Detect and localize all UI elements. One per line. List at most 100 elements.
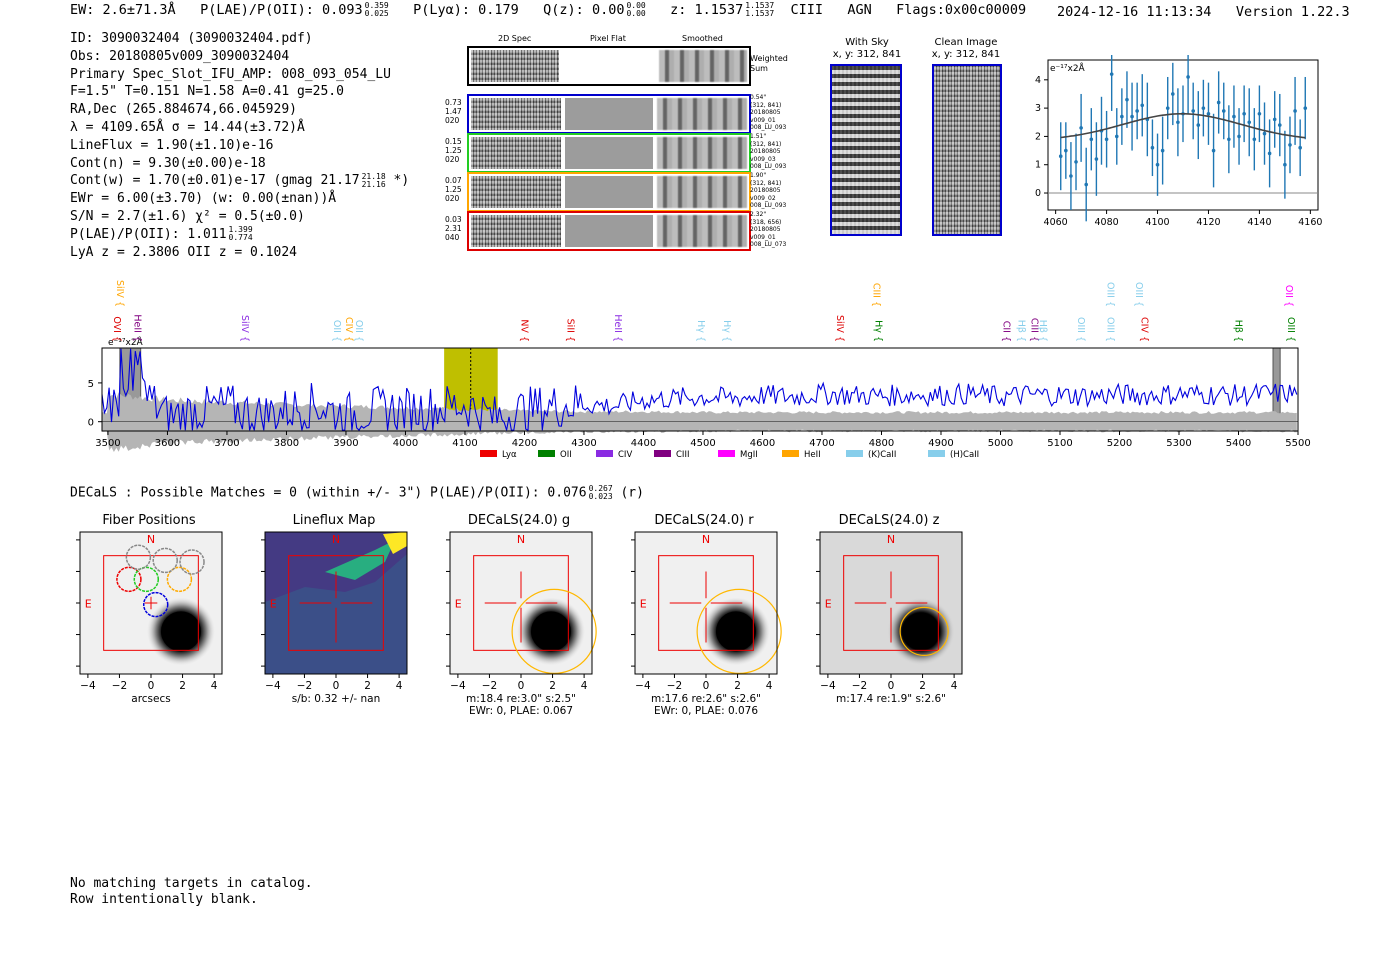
image-xlabel: s/b: 0.32 +/- nan (292, 693, 380, 705)
line-marker-label: Hγ { (695, 320, 706, 342)
header-ciii: CIII (790, 2, 823, 18)
cutout-detail-value: 20180805 (750, 148, 781, 156)
cutout-weight-value: 020 (445, 155, 460, 164)
image-x-tick-label: 0 (888, 680, 895, 692)
weighted-sum-row (467, 46, 751, 86)
fit-data-point (1064, 148, 1068, 153)
header-qz: Q(z): 0.00 (543, 2, 625, 18)
lineflux-region (325, 540, 395, 580)
spectrum-x-tick-label: 4700 (809, 438, 834, 449)
fit-data-point (1125, 97, 1129, 102)
cutout-detail-value: 0.54" (750, 94, 767, 101)
search-box (843, 555, 939, 651)
spectrum-x-tick-label: 5200 (1107, 438, 1132, 449)
image-x-tick-label: −2 (482, 680, 497, 692)
aperture-ellipse (696, 588, 782, 675)
clean-image (932, 64, 1002, 236)
line-marker-label: HeII { (132, 314, 143, 342)
spectrum-y-tick-label: 0 (88, 418, 94, 429)
image-x-tick-label: 2 (179, 680, 186, 692)
line-marker-label: SiIV { (834, 315, 845, 342)
info-id: ID: 3090032404 (3090032404.pdf) (70, 31, 313, 46)
info-lyaz: LyA z = 2.3806 OII z = 0.1024 (70, 244, 297, 260)
fit-data-point (1298, 145, 1302, 150)
line-fit-plot: 4060 4080 4100 4120 4140 4160 0 1 2 3 4 e⁻¹⁷x2Å (1035, 55, 1322, 228)
image-x-tick-label: −2 (667, 680, 682, 692)
image-xlabel: arcsecs (131, 693, 170, 705)
cutout-weights: 0.03 2.31 040 (445, 215, 467, 242)
image-x-tick-label: 2 (549, 680, 556, 692)
footer-line-2: Row intentionally blank. (70, 892, 258, 907)
image-x-tick-label: 2 (364, 680, 371, 692)
cutout-detail-value: v009_02 (750, 194, 776, 202)
fiber-circle (152, 547, 178, 574)
legend-label: CIII (676, 450, 689, 460)
spectrum-x-tick-label: 5000 (988, 438, 1013, 449)
line-marker-label: OVI { (111, 316, 122, 342)
fit-y-tick-label: 3 (1035, 103, 1041, 114)
image-panel-title: DECaLS(24.0) g (467, 513, 571, 528)
source-core (530, 611, 571, 652)
fit-data-point (1150, 145, 1155, 150)
fit-x-tick-label: 4160 (1298, 217, 1322, 228)
cutout-pixel-flat (565, 137, 653, 169)
image-x-tick-label: 0 (518, 680, 525, 692)
spectrum-x-tick-label: 4200 (512, 438, 537, 449)
fit-x-tick-label: 4120 (1196, 217, 1220, 228)
line-marker-label: CIII { (1028, 318, 1039, 342)
header-timestamp: 2024-12-16 11:13:34 (1057, 4, 1212, 20)
cutout-detail-value: 20180805 (750, 226, 781, 234)
fit-data-point (1272, 117, 1277, 122)
fit-model-curve (1060, 113, 1306, 139)
fit-x-tick-label: 4100 (1145, 217, 1169, 228)
header-z: z: 1.1537 (670, 2, 744, 18)
legend-label: Lyα (502, 450, 517, 460)
cutout-detail-value: v009_01 (750, 116, 776, 124)
header-plae: P(LAE)/P(OII): 0.093 (200, 2, 363, 18)
search-box (473, 555, 569, 651)
line-marker-label: Hγ { (873, 320, 884, 342)
line-marker-label: CIV { (343, 317, 354, 342)
legend-swatch (480, 450, 497, 457)
image-x-tick-label: 4 (396, 680, 403, 692)
image-x-tick-label: −4 (265, 680, 281, 692)
image-panel: DECaLS(24.0) zNE−4−4−2−2002244m:17.4 re:… (814, 510, 984, 725)
fit-data-point (1084, 182, 1089, 187)
info-cont-w: Cont(w) = 1.70(±0.01)e-17 (gmag 21.17 21.… (70, 171, 410, 189)
aperture-ellipse (899, 606, 949, 657)
spectrum-x-tick-label: 4900 (928, 438, 953, 449)
cutout-details: 1.90" (312, 841) 20180805 v009_02 008_LU_093 (750, 172, 800, 210)
col-2d-spec: 2D Spec (498, 34, 532, 43)
image-x-tick-label: 4 (581, 680, 588, 692)
footer-line-1: No matching targets in catalog. (70, 876, 313, 891)
spectrum-x-tick-label: 5100 (1047, 438, 1072, 449)
north-label: N (517, 533, 525, 546)
legend-swatch (846, 450, 863, 457)
image-x-tick-label: −4 (450, 680, 466, 692)
fit-data-point (1232, 114, 1236, 119)
image-x-tick-label: −4 (80, 680, 96, 692)
fit-data-point (1058, 154, 1063, 159)
spectrum-y-tick-label: 5 (88, 379, 94, 390)
col-smoothed: Smoothed (682, 34, 723, 43)
image-panel-title: Fiber Positions (102, 513, 196, 528)
line-marker-label: OII { (353, 320, 364, 342)
cutout-weight-value: 040 (445, 233, 460, 242)
info-block: ID: 3090032404 (3090032404.pdf) Obs: 201… (70, 30, 409, 261)
fit-data-point (1216, 100, 1221, 105)
source-core (160, 611, 201, 652)
fiber-circle (133, 566, 160, 593)
line-marker-label: OII { (1283, 285, 1294, 307)
cutout-detail-value: 20180805 (750, 187, 781, 195)
fit-data-point (1262, 131, 1267, 136)
fit-data-point (1130, 114, 1134, 119)
fit-data-point (1237, 134, 1241, 139)
line-marker-label: SiIV { (239, 315, 250, 342)
image-x-tick-label: −2 (297, 680, 312, 692)
image-x-tick-label: −4 (820, 680, 836, 692)
source-core (902, 613, 939, 650)
cutout-weight-value: 0.03 (445, 215, 462, 224)
fit-data-point (1227, 137, 1231, 142)
line-marker-label: OIII { (1133, 282, 1144, 307)
